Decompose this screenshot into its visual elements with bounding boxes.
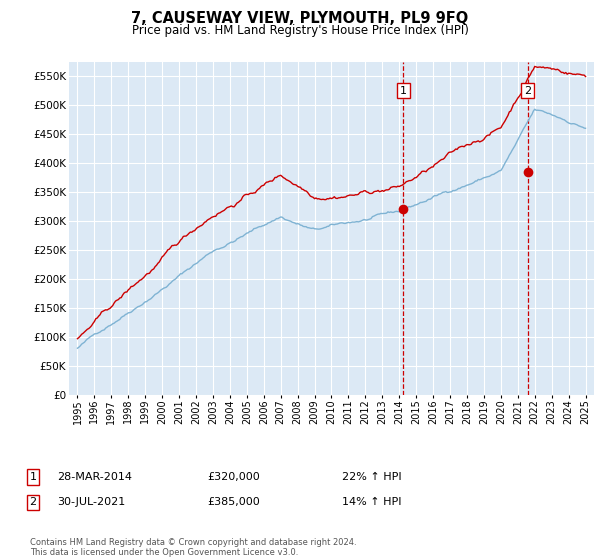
Text: 2: 2 [524, 86, 531, 96]
Text: 7, CAUSEWAY VIEW, PLYMOUTH, PL9 9FQ: 7, CAUSEWAY VIEW, PLYMOUTH, PL9 9FQ [131, 11, 469, 26]
Text: 1: 1 [400, 86, 407, 96]
Text: 14% ↑ HPI: 14% ↑ HPI [342, 497, 401, 507]
Text: 30-JUL-2021: 30-JUL-2021 [57, 497, 125, 507]
Text: 22% ↑ HPI: 22% ↑ HPI [342, 472, 401, 482]
Text: 1: 1 [29, 472, 37, 482]
Text: Price paid vs. HM Land Registry's House Price Index (HPI): Price paid vs. HM Land Registry's House … [131, 24, 469, 36]
Text: 2: 2 [29, 497, 37, 507]
Text: 28-MAR-2014: 28-MAR-2014 [57, 472, 132, 482]
Text: £385,000: £385,000 [207, 497, 260, 507]
Text: £320,000: £320,000 [207, 472, 260, 482]
Text: Contains HM Land Registry data © Crown copyright and database right 2024.
This d: Contains HM Land Registry data © Crown c… [30, 538, 356, 557]
